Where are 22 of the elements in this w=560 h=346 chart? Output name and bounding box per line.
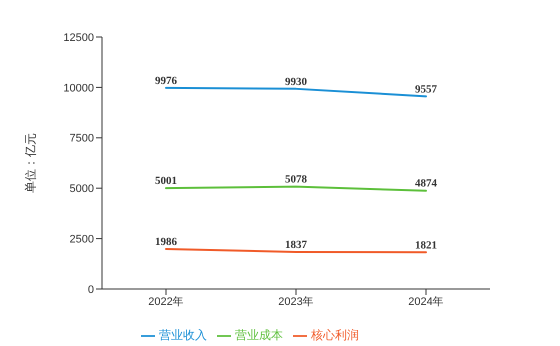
x-tick-label: 2024年 xyxy=(408,296,444,308)
y-tick-label: 2500 xyxy=(70,234,94,246)
y-tick-label: 10000 xyxy=(63,82,94,94)
legend-label: 营业成本 xyxy=(235,328,283,342)
data-label: 1821 xyxy=(415,239,437,252)
data-label: 4874 xyxy=(415,178,438,190)
data-label: 5078 xyxy=(285,174,308,186)
data-label: 1986 xyxy=(155,236,178,248)
data-label: 9557 xyxy=(415,83,438,96)
legend-label: 核心利润 xyxy=(311,328,359,342)
y-tick-label: 5000 xyxy=(70,183,94,196)
x-tick-label: 2023年 xyxy=(278,296,314,308)
y-tick-label: 12500 xyxy=(63,32,94,44)
x-tick-label: 2022年 xyxy=(148,296,184,308)
data-label: 1837 xyxy=(285,238,308,251)
y-tick-label: 7500 xyxy=(70,132,94,145)
data-label: 9976 xyxy=(155,74,178,87)
y-axis-title: 单位：亿元 xyxy=(23,133,38,193)
y-tick-label: 0 xyxy=(88,284,94,296)
data-label: 5001 xyxy=(155,175,177,188)
data-label: 9930 xyxy=(285,76,308,88)
legend-label: 营业收入 xyxy=(159,328,207,342)
